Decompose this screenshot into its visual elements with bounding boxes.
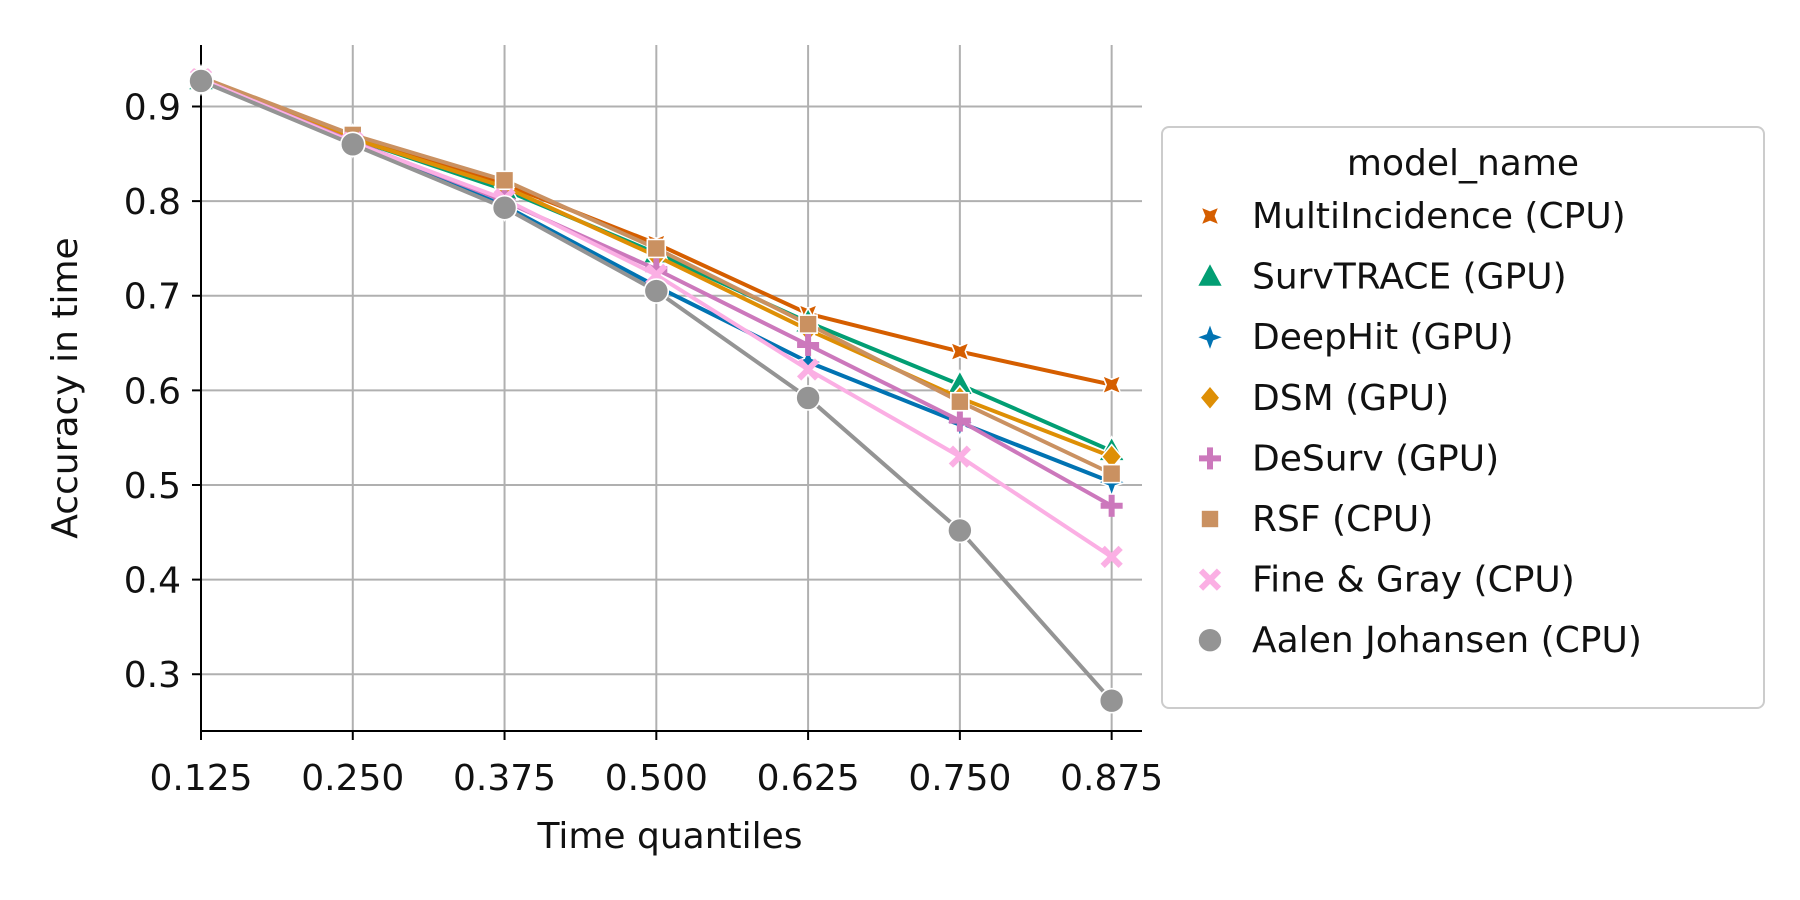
legend-marker [1197,627,1223,654]
x-tick-label: 0.750 [908,758,1011,799]
y-axis-label: Accuracy in time [45,237,86,538]
legend-marker-b [1198,568,1222,591]
x-tick-label: 0.250 [301,758,404,799]
x-axis-label: Time quantiles [536,816,802,857]
legend-label: MultiIncidence (CPU) [1252,196,1626,237]
y-tick-label: 0.4 [124,561,181,602]
x-tick-label: 0.125 [149,758,252,799]
data-point [797,333,820,356]
legend-label: SurvTRACE (GPU) [1252,257,1567,298]
data-point-b [948,445,971,468]
data-point-b [796,358,820,381]
legend-label: RSF (CPU) [1252,499,1433,540]
data-point [798,314,818,334]
legend-marker [1198,568,1222,591]
legend-label: Aalen Johansen (CPU) [1252,620,1642,661]
ticks: 0.125 0.250 0.375 0.500 0.625 0.750 0.875 0.3 0.… [124,88,1163,799]
data-point [947,517,973,544]
data-point-b [1100,545,1123,569]
data-point [646,238,667,259]
data-point [494,170,515,191]
data-point [950,391,970,412]
y-tick-label: 0.8 [124,182,181,223]
data-point [949,340,971,363]
legend-marker [1198,384,1222,412]
data-point [643,278,670,304]
legend-frame [1161,126,1765,709]
y-tick-label: 0.6 [124,371,181,412]
series-layer [184,63,1128,714]
series-7 [188,68,1125,714]
legend-marker [1199,205,1221,227]
data-point [1100,494,1123,517]
legend-item: MultiIncidence (CPU) [1199,196,1626,237]
x-tick-label: 0.625 [757,758,860,799]
data-point [491,194,518,221]
legend-label: DSM (GPU) [1252,378,1449,419]
data-point [795,385,821,411]
legend-title: model_name [1347,143,1579,184]
legend-item: RSF (CPU) [1200,499,1433,540]
data-point [1100,545,1123,569]
x-tick-label: 0.875 [1060,758,1163,799]
legend-marker [1195,260,1225,288]
y-tick-label: 0.9 [124,88,181,129]
data-point [188,68,214,94]
y-tick-label: 0.3 [124,655,181,696]
legend-label: DeepHit (GPU) [1252,317,1514,358]
data-point [796,358,820,381]
legend-item: DSM (GPU) [1198,378,1449,419]
legend-item: DeepHit (GPU) [1193,317,1514,358]
legend-items: MultiIncidence (CPU) SurvTRACE (GPU) DeepH… [1193,196,1642,661]
data-point [1101,463,1122,484]
legend-item: DeSurv (GPU) [1199,438,1499,479]
data-point [948,409,971,432]
y-tick-label: 0.7 [124,277,181,318]
data-point [1101,374,1123,396]
legend-label: DeSurv (GPU) [1252,438,1499,479]
data-point [1098,687,1125,714]
legend-marker [1199,447,1221,470]
legend-label: Fine & Gray (CPU) [1252,560,1575,601]
axes [200,45,1142,732]
x-tick-label: 0.375 [453,758,556,799]
legend-marker [1200,509,1220,529]
data-point [948,445,971,468]
data-point [339,131,366,158]
y-tick-label: 0.5 [124,466,181,507]
legend-marker [1193,320,1227,354]
legend-item: Fine & Gray (CPU) [1198,560,1575,601]
legend-item: SurvTRACE (GPU) [1195,257,1567,298]
legend: model_name MultiIncidence (CPU) SurvTRACE… [1161,126,1765,709]
x-tick-label: 0.500 [605,758,708,799]
legend-item: Aalen Johansen (CPU) [1197,620,1642,661]
